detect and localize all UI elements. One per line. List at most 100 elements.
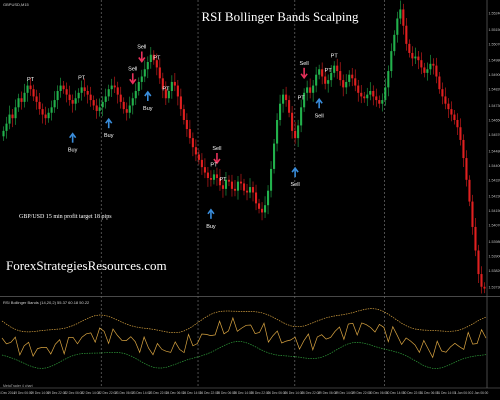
signal-label: Buy [104, 133, 114, 139]
candle [23, 83, 26, 108]
candle [155, 53, 158, 76]
time-tick: 26 Dec 22:00 [301, 391, 320, 395]
candle [134, 83, 137, 105]
candle [11, 108, 14, 128]
time-tick: 23 Dec 06:00 [115, 391, 134, 395]
candle [471, 194, 474, 235]
candle [233, 179, 237, 197]
candle [303, 88, 306, 112]
candle [20, 91, 23, 110]
candle [315, 66, 318, 93]
candle [62, 81, 65, 94]
candle [288, 95, 291, 118]
time-tick: 19 Dec 22:00 [47, 391, 66, 395]
candle [318, 64, 321, 80]
price-tick: 1.54480 [489, 149, 500, 153]
candle [366, 87, 369, 107]
price-tick: 1.54730 [489, 104, 500, 108]
time-tick: 31 Dec 14:00 [437, 391, 456, 395]
candle [393, 30, 396, 56]
candle [420, 52, 423, 75]
pt-label: PT [219, 177, 227, 183]
signal-PT: PT [331, 54, 339, 60]
candle [119, 86, 122, 109]
candle [83, 78, 86, 97]
pt-label: PT [27, 77, 35, 83]
time-tick: 26 Dec 14:00 [284, 391, 303, 395]
price-tick: 1.54400 [489, 164, 500, 168]
candle [203, 158, 206, 179]
candle [351, 67, 354, 87]
price-tick: 1.54980 [489, 59, 500, 63]
candle [143, 60, 146, 83]
candle [438, 71, 441, 94]
candle [348, 70, 351, 87]
candle [327, 74, 330, 93]
candle [363, 91, 366, 103]
time-tick: 30 Dec 22:00 [403, 391, 422, 395]
candle [107, 84, 110, 101]
candle [477, 244, 480, 283]
pt-label: PT [331, 54, 339, 60]
candle [396, 11, 399, 43]
candle [254, 184, 258, 211]
candle [309, 78, 312, 99]
rsi-bands-panel [0, 296, 500, 369]
candle [2, 126, 5, 141]
time-tick: 2 Jan 06:00 [472, 391, 489, 395]
candle [242, 178, 246, 196]
profit-target-note: GBP/USD 15 min profit target 18 pips [19, 214, 112, 220]
candle [423, 62, 426, 78]
signal-buy: Buy [68, 132, 78, 154]
candle [191, 132, 194, 157]
candle [209, 170, 212, 187]
signal-sell: Sell [212, 146, 222, 165]
time-tick: 25 Dec 06:00 [217, 391, 236, 395]
candle [462, 134, 465, 167]
candle [188, 120, 191, 144]
signal-PT: PT [162, 86, 170, 92]
candle [206, 166, 209, 187]
candle [405, 17, 408, 51]
candle [342, 74, 345, 97]
price-tick: 1.54650 [489, 119, 500, 123]
candle [474, 218, 477, 257]
time-tick: 23 Dec 14:00 [132, 391, 151, 395]
candle [35, 89, 38, 110]
candle [86, 85, 89, 104]
price-tick: 1.54320 [489, 178, 500, 182]
candle [435, 57, 438, 84]
time-tick: 26 Dec 06:00 [267, 391, 286, 395]
candle [26, 79, 29, 102]
candle [56, 85, 59, 109]
candle [297, 119, 300, 148]
watermark: ForexStrategiesResources.com [6, 258, 167, 273]
time-tick: 30 Dec 06:00 [369, 391, 388, 395]
candle [8, 105, 11, 130]
candle [149, 46, 152, 69]
candle [270, 161, 273, 198]
time-tick: 29 Dec 14:00 [335, 391, 354, 395]
candle [300, 99, 303, 133]
candle [257, 198, 261, 214]
time-tick: 19 Dec 06:00 [13, 391, 32, 395]
candle [59, 77, 62, 98]
vertical-session-lines [100, 0, 385, 388]
candle [167, 86, 170, 103]
signal-sell: Sell [300, 61, 309, 80]
candle [32, 84, 35, 101]
candle [101, 96, 104, 117]
candle [239, 173, 243, 191]
candle [185, 113, 188, 137]
signal-label: Sell [137, 45, 146, 51]
candle [456, 113, 459, 136]
candle [294, 121, 297, 144]
candle [38, 92, 41, 115]
candle [47, 108, 50, 123]
price-tick: 1.54820 [489, 88, 500, 92]
candle [182, 104, 185, 125]
candle [260, 202, 264, 221]
candle [282, 89, 285, 113]
candle [321, 62, 324, 85]
